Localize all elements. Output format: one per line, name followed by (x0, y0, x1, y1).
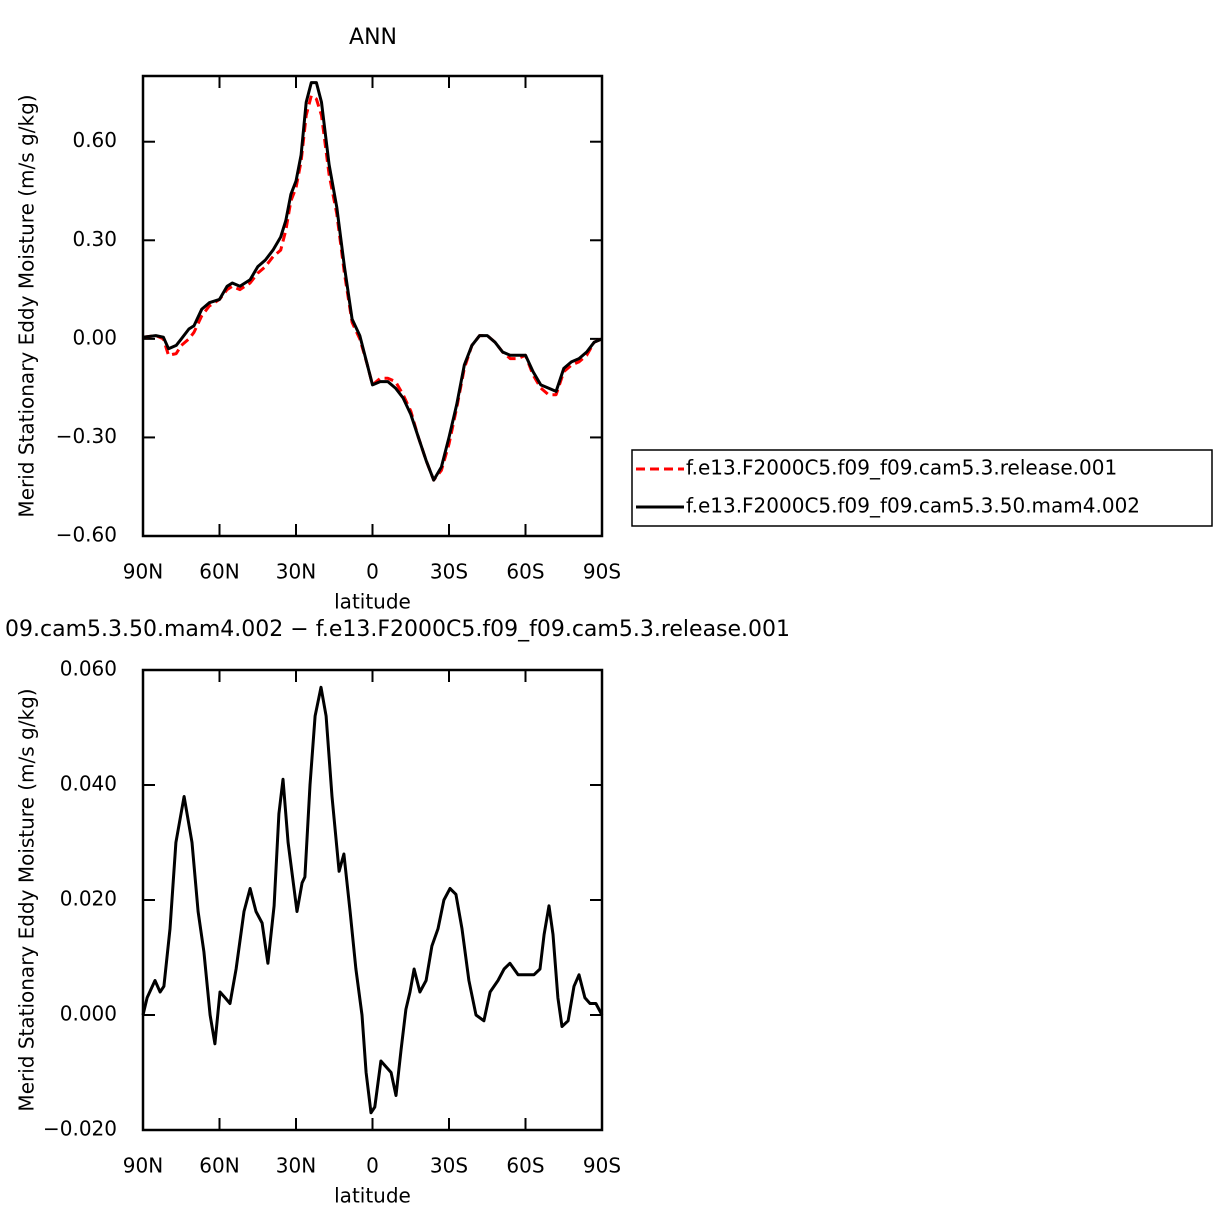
data-line (142, 94, 603, 482)
x-tick-label: 30S (430, 1154, 468, 1178)
x-tick-label: 30N (276, 1154, 316, 1178)
y-tick-label: 0.040 (60, 772, 117, 796)
legend-label: f.e13.F2000C5.f09_f09.cam5.3.release.001 (686, 456, 1117, 480)
x-axis-label: latitude (334, 590, 411, 614)
x-tick-label: 60S (506, 1154, 544, 1178)
legend-box (631, 449, 1213, 527)
y-tick-label: 0.020 (60, 887, 117, 911)
x-tick-label: 60N (199, 1154, 239, 1178)
x-tick-label: 90N (123, 1154, 163, 1178)
y-axis-label: Merid Stationary Eddy Moisture (m/s g/kg… (15, 94, 39, 517)
x-tick-label: 0 (366, 1154, 379, 1178)
x-tick-label: 60N (199, 560, 239, 584)
x-tick-label: 60S (506, 560, 544, 584)
y-tick-label: 0.30 (72, 227, 117, 251)
y-tick-label: −0.30 (56, 424, 117, 448)
y-axis-label: Merid Stationary Eddy Moisture (m/s g/kg… (15, 688, 39, 1111)
x-tick-label: 90S (583, 1154, 621, 1178)
y-tick-label: −0.60 (56, 523, 117, 547)
x-tick-label: 90N (123, 560, 163, 584)
chart-title: ANN (349, 25, 397, 50)
y-tick-label: 0.00 (72, 325, 117, 349)
x-tick-label: 0 (366, 560, 379, 584)
y-tick-label: 0.060 (60, 657, 117, 681)
data-line (141, 685, 604, 1115)
data-line (142, 81, 603, 482)
y-tick-label: 0.60 (72, 128, 117, 152)
chart-title: 09.cam5.3.50.mam4.002 − f.e13.F2000C5.f0… (5, 617, 790, 642)
plot-frame (141, 668, 604, 1132)
x-axis-label: latitude (334, 1184, 411, 1208)
y-tick-label: −0.020 (43, 1117, 117, 1141)
x-tick-label: 90S (583, 560, 621, 584)
plot-frame (141, 74, 604, 538)
x-tick-label: 30N (276, 560, 316, 584)
legend-label: f.e13.F2000C5.f09_f09.cam5.3.50.mam4.002 (686, 494, 1140, 518)
y-tick-label: 0.000 (60, 1002, 117, 1026)
x-tick-label: 30S (430, 560, 468, 584)
